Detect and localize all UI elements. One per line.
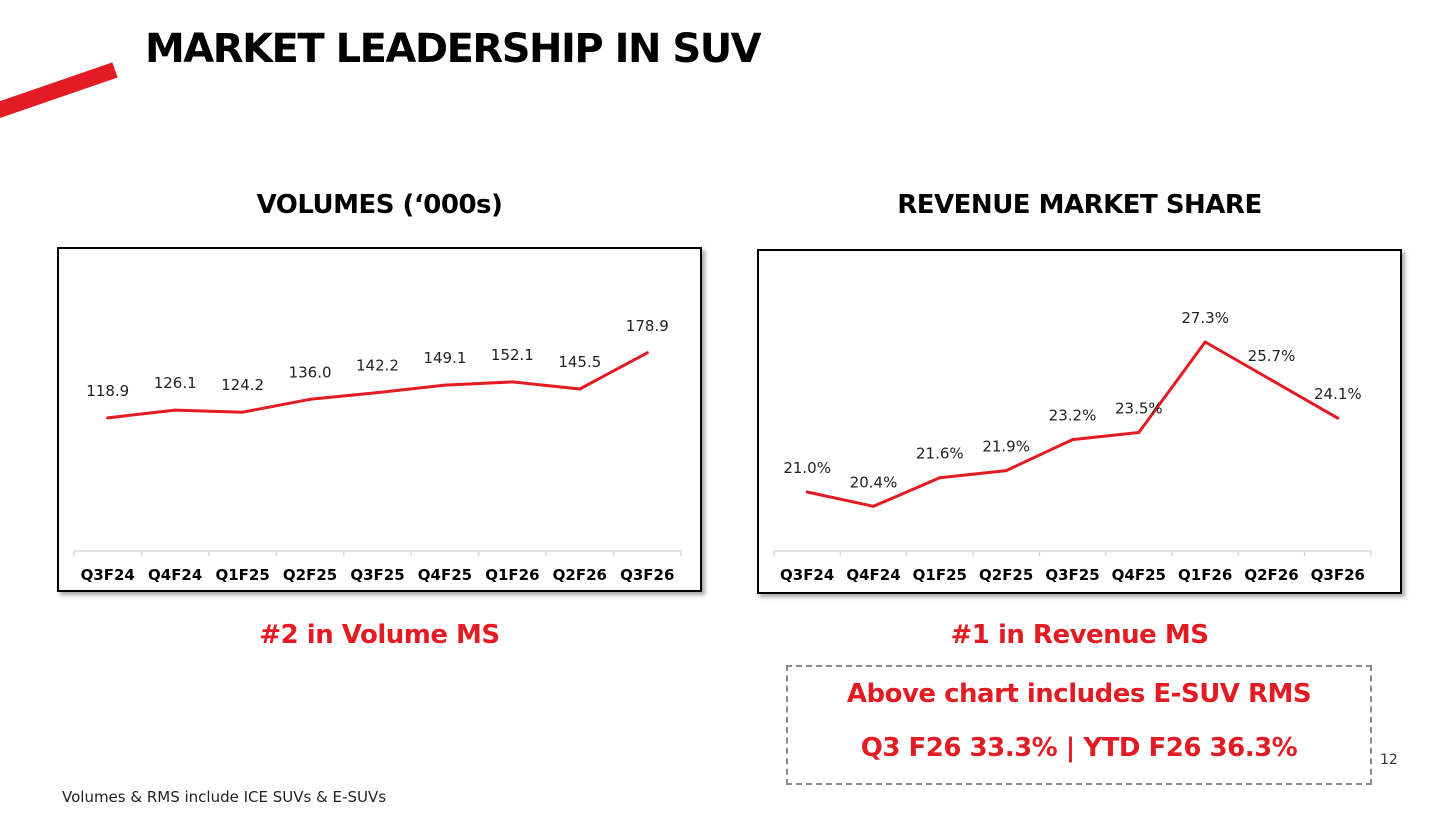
rms-category-label: Q2F26 (1244, 566, 1298, 584)
rms-data-point (1004, 469, 1008, 473)
volumes-data-label: 152.1 (491, 346, 534, 364)
volumes-category-label: Q1F25 (215, 566, 269, 584)
volumes-chart-title: VOLUMES (‘000s) (256, 190, 503, 220)
esuv-note-line-1: Above chart includes E-SUV RMS (846, 679, 1312, 709)
volumes-data-point (241, 410, 245, 414)
rms-category-label: Q3F24 (780, 566, 834, 584)
rms-data-point (938, 476, 942, 480)
esuv-note-box: Above chart includes E-SUV RMS Q3 F26 33… (786, 665, 1372, 785)
rms-category-label: Q4F25 (1112, 566, 1166, 584)
rms-category-label: Q4F24 (846, 566, 900, 584)
rms-data-label: 21.0% (783, 459, 831, 477)
rms-data-label: 27.3% (1181, 309, 1229, 327)
volumes-data-point (443, 383, 447, 387)
rms-data-point (1203, 340, 1207, 344)
rms-data-label: 23.5% (1115, 399, 1163, 417)
volumes-data-point (578, 387, 582, 391)
rms-data-label: 23.2% (1049, 407, 1097, 425)
volumes-data-label: 126.1 (154, 374, 197, 392)
volumes-data-point (645, 351, 649, 355)
rms-category-label: Q2F25 (979, 566, 1033, 584)
rms-data-label: 20.4% (850, 473, 898, 491)
volumes-chart-svg: 118.9 126.1 124.2 136.0 142.2 149.1 152.1 145.5… (73, 317, 682, 584)
accent-stripe (0, 62, 118, 124)
volumes-data-point (173, 408, 177, 412)
volumes-category-label: Q2F26 (553, 566, 607, 584)
revenue-ms-caption: #1 in Revenue MS (950, 620, 1209, 650)
volumes-data-label: 149.1 (423, 349, 466, 367)
rms-category-label: Q3F26 (1311, 566, 1365, 584)
rms-data-label: 21.6% (916, 445, 964, 463)
volumes-data-point (376, 391, 379, 395)
volumes-data-point (510, 380, 514, 384)
volumes-category-label: Q2F25 (283, 566, 337, 584)
rms-data-point (1270, 378, 1273, 382)
volumes-category-label: Q3F26 (620, 566, 674, 584)
volumes-data-label: 136.0 (289, 363, 332, 381)
volumes-data-label: 145.5 (558, 353, 601, 371)
volumes-data-label: 118.9 (86, 382, 129, 400)
footnote: Volumes & RMS include ICE SUVs & E-SUVs (62, 788, 387, 806)
volumes-data-label: 178.9 (626, 317, 669, 335)
rms-data-point (872, 504, 875, 508)
rms-data-point (1137, 430, 1141, 434)
rms-data-label: 25.7% (1248, 347, 1296, 365)
volumes-data-point (308, 397, 312, 401)
volumes-chart: 118.9 126.1 124.2 136.0 142.2 149.1 152.1 145.5… (57, 247, 702, 592)
rms-category-label: Q1F25 (913, 566, 967, 584)
volume-ms-caption: #2 in Volume MS (259, 620, 500, 650)
volumes-category-label: Q3F25 (350, 566, 404, 584)
volumes-category-label: Q4F25 (418, 566, 472, 584)
volumes-category-label: Q4F24 (148, 566, 202, 584)
rms-data-point (1071, 438, 1074, 442)
rms-category-label: Q3F25 (1045, 566, 1099, 584)
esuv-note-line-2: Q3 F26 33.3% | YTD F26 36.3% (860, 733, 1298, 763)
volumes-data-label: 124.2 (221, 376, 264, 394)
rms-data-label: 21.9% (982, 438, 1030, 456)
rms-chart-svg: 21.0% 20.4% 21.6% 21.9% 23.2% 23.5% 27.3% 25.7%… (773, 309, 1372, 584)
page-number: 12 (1380, 752, 1398, 768)
rms-chart-title: REVENUE MARKET SHARE (897, 190, 1262, 220)
rms-category-label: Q1F26 (1178, 566, 1232, 584)
rms-data-point (1336, 416, 1340, 420)
rms-data-point (805, 490, 809, 494)
rms-chart: 21.0% 20.4% 21.6% 21.9% 23.2% 23.5% 27.3% 25.7%… (757, 249, 1402, 594)
volumes-category-label: Q3F24 (81, 566, 135, 584)
page-title: MARKET LEADERSHIP IN SUV (145, 26, 762, 72)
volumes-data-point (106, 416, 110, 420)
rms-data-label: 24.1% (1314, 385, 1362, 403)
volumes-data-label: 142.2 (356, 357, 399, 375)
volumes-category-label: Q1F26 (485, 566, 539, 584)
